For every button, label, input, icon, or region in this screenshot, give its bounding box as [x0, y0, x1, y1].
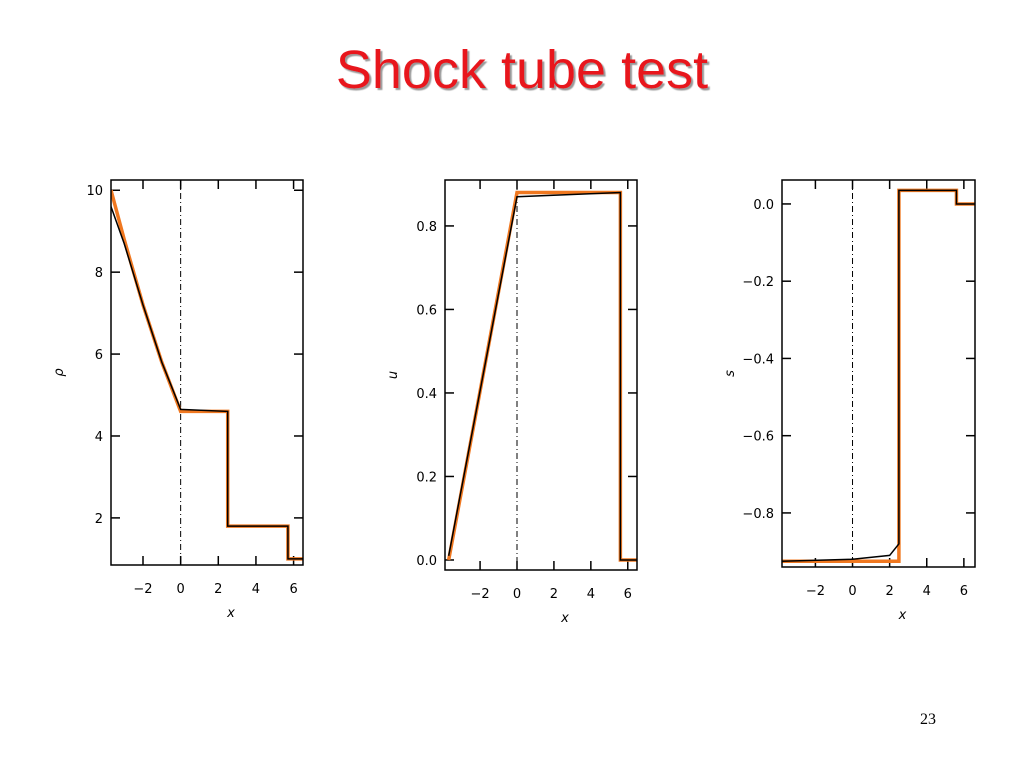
- y-tick-label: 8: [95, 266, 103, 281]
- x-axis-label: x: [560, 611, 569, 626]
- chart: −2 0 2 4 6 −0.8 −0.6 −0.4 −0.2 0.0 x s: [723, 179, 976, 623]
- y-tick-label: 4: [95, 430, 103, 445]
- x-tick-label: −2: [133, 582, 152, 597]
- x-tick-label: 2: [550, 587, 558, 602]
- y-tick-label: 0.2: [416, 470, 437, 485]
- x-tick-label: 4: [587, 587, 595, 602]
- y-tick-label: 0.4: [416, 387, 437, 402]
- y-tick-label: 2: [95, 512, 103, 527]
- plot-frame: [781, 179, 976, 568]
- y-tick-label: −0.2: [742, 275, 774, 290]
- x-tick-label: 2: [885, 584, 893, 599]
- y-tick-label: 0.0: [416, 554, 437, 569]
- y-tick-label: 0.6: [416, 303, 437, 318]
- plot-frame: [444, 179, 638, 571]
- x-tick-label: 4: [252, 582, 260, 597]
- y-axis-label: s: [723, 370, 738, 377]
- series-line: [447, 191, 637, 561]
- y-axis-label: u: [386, 371, 401, 379]
- x-tick-label: 6: [624, 587, 632, 602]
- y-tick-label: 6: [95, 348, 103, 363]
- page-number: 23: [920, 711, 936, 728]
- y-tick-label: −0.8: [742, 507, 774, 522]
- series-line: [446, 190, 637, 562]
- plot-frame: [110, 179, 304, 566]
- series-line: [782, 189, 975, 562]
- x-tick-label: −2: [806, 584, 825, 599]
- y-tick-label: 0.0: [753, 198, 774, 213]
- y-tick-label: −0.6: [742, 430, 774, 445]
- series-line: [782, 188, 975, 563]
- x-tick-label: −2: [470, 587, 489, 602]
- series-line: [111, 206, 303, 560]
- y-tick-label: 10: [86, 184, 103, 199]
- slide-title: Shock tube test: [336, 40, 708, 100]
- x-tick-label: 0: [848, 584, 856, 599]
- x-tick-label: 0: [513, 587, 521, 602]
- x-tick-label: 6: [289, 582, 297, 597]
- chart: −2 0 2 4 6 2 4 6 8 10 x ρ: [52, 179, 304, 621]
- y-tick-label: 0.8: [416, 220, 437, 235]
- y-axis-label: ρ: [52, 368, 67, 377]
- x-axis-label: x: [898, 608, 907, 623]
- chart: −2 0 2 4 6 0.0 0.2 0.4 0.6 0.8 x u: [386, 179, 638, 626]
- y-tick-label: −0.4: [742, 352, 774, 367]
- x-tick-label: 0: [177, 582, 185, 597]
- x-axis-label: x: [226, 606, 235, 621]
- x-tick-label: 6: [960, 584, 968, 599]
- x-tick-label: 2: [214, 582, 222, 597]
- series-line: [111, 189, 303, 561]
- x-tick-label: 4: [923, 584, 931, 599]
